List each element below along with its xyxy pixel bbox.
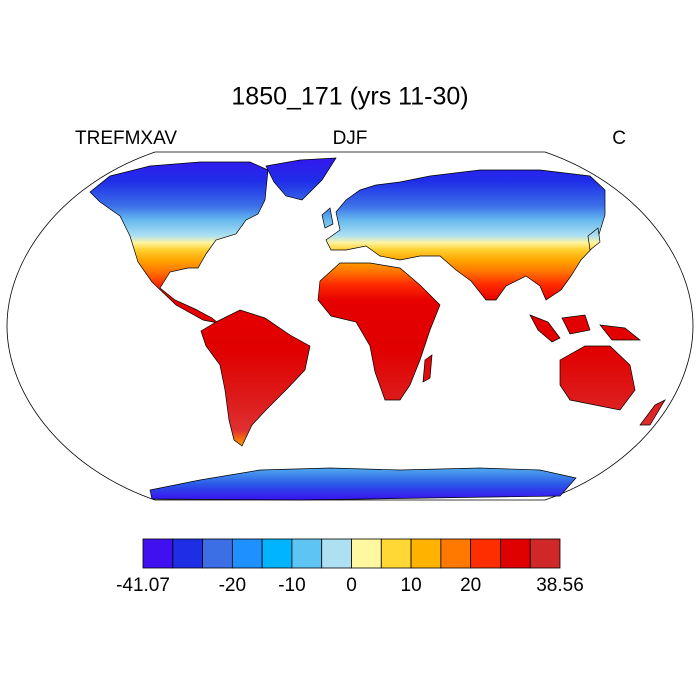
madagascar <box>422 354 433 383</box>
colorbar-box <box>440 538 472 569</box>
colorbar-label: -20 <box>219 575 246 596</box>
greenland <box>265 157 337 201</box>
eurasia <box>325 169 606 301</box>
antarctica <box>149 467 577 501</box>
colorbar-box <box>172 538 203 569</box>
colorbar-label: 0 <box>346 575 357 596</box>
uk <box>321 207 334 229</box>
colorbar-label: 10 <box>401 575 422 596</box>
australia <box>559 345 636 411</box>
colorbar-box <box>291 538 323 569</box>
land <box>89 157 666 501</box>
new-zealand <box>639 399 666 426</box>
colorbar-label: 38.56 <box>536 575 584 596</box>
indonesia-west <box>529 314 561 343</box>
colorbar-box <box>410 538 442 569</box>
colorbar-box <box>321 538 352 569</box>
colorbar-box <box>202 538 233 569</box>
units-label: C <box>612 128 626 149</box>
colorbar-box <box>380 538 412 569</box>
map-title: 1850_171 (yrs 11-30) <box>231 83 468 111</box>
colorbar-box <box>351 538 382 569</box>
variable-label: TREFMXAV <box>75 128 177 149</box>
season-label: DJF <box>333 128 368 149</box>
colorbar-box <box>500 538 531 569</box>
new-guinea <box>599 324 641 341</box>
colorbar-label: -41.07 <box>116 575 170 596</box>
colorbar-box <box>470 538 501 569</box>
indonesia-east <box>561 314 591 335</box>
colorbar-box <box>142 538 174 569</box>
colorbar-label: 20 <box>460 575 481 596</box>
colorbar-label: -10 <box>278 575 305 596</box>
colorbar-box <box>261 538 293 569</box>
japan <box>587 227 601 251</box>
africa <box>317 262 441 401</box>
map <box>6 151 694 501</box>
colorbar: -41.07 -20 -10 0 10 20 38.56 <box>116 538 584 596</box>
colorbar-box <box>231 538 263 569</box>
colorbar-box <box>529 538 561 569</box>
north-america <box>89 161 269 324</box>
south-america <box>200 309 311 447</box>
